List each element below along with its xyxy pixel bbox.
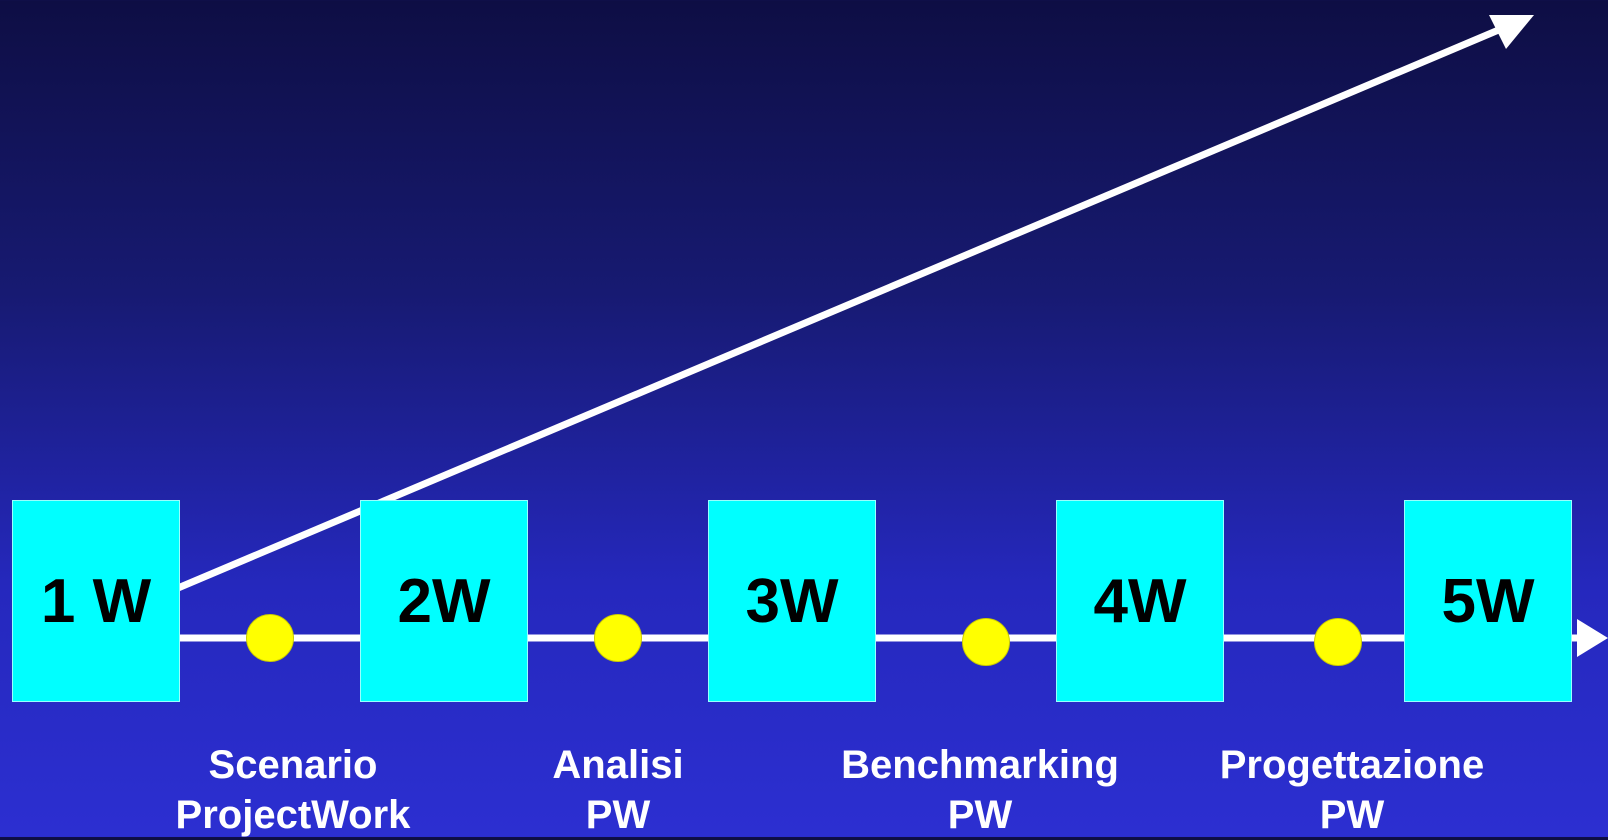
- week-box-1-label: 1 W: [40, 566, 152, 636]
- phase-label-progettazione-line1: Progettazione: [1219, 743, 1485, 787]
- phase-label-scenario-line1: Scenario: [208, 743, 378, 787]
- week-box-5: 5W: [1404, 500, 1572, 702]
- milestone-dot-1: [246, 614, 294, 662]
- week-box-5-label: 5W: [1441, 566, 1535, 636]
- phase-label-progettazione: Progettazione PW: [1192, 740, 1512, 840]
- growth-arrow: [176, 22, 1510, 592]
- timeline-arrowhead: [1577, 619, 1608, 657]
- week-box-3-label: 3W: [745, 566, 839, 636]
- week-box-2-label: 2W: [397, 566, 491, 636]
- phase-label-progettazione-line2: PW: [1319, 793, 1385, 837]
- growth-arrowhead: [1489, 15, 1534, 49]
- milestone-dot-2: [594, 614, 642, 662]
- phase-label-analisi-line2: PW: [585, 793, 651, 837]
- phase-label-benchmarking-line1: Benchmarking: [841, 743, 1119, 787]
- week-box-4: 4W: [1056, 500, 1224, 702]
- phase-label-benchmarking: Benchmarking PW: [820, 740, 1140, 840]
- phase-label-benchmarking-line2: PW: [947, 793, 1013, 837]
- milestone-dot-3: [962, 618, 1010, 666]
- week-box-1: 1 W: [12, 500, 180, 702]
- week-box-4-label: 4W: [1093, 566, 1187, 636]
- phase-label-analisi: Analisi PW: [458, 740, 778, 840]
- phase-label-scenario: Scenario ProjectWork: [133, 740, 453, 840]
- phase-label-analisi-line1: Analisi: [552, 743, 684, 787]
- phase-label-scenario-line2: ProjectWork: [175, 793, 411, 837]
- week-box-3: 3W: [708, 500, 876, 702]
- milestone-dot-4: [1314, 618, 1362, 666]
- week-box-2: 2W: [360, 500, 528, 702]
